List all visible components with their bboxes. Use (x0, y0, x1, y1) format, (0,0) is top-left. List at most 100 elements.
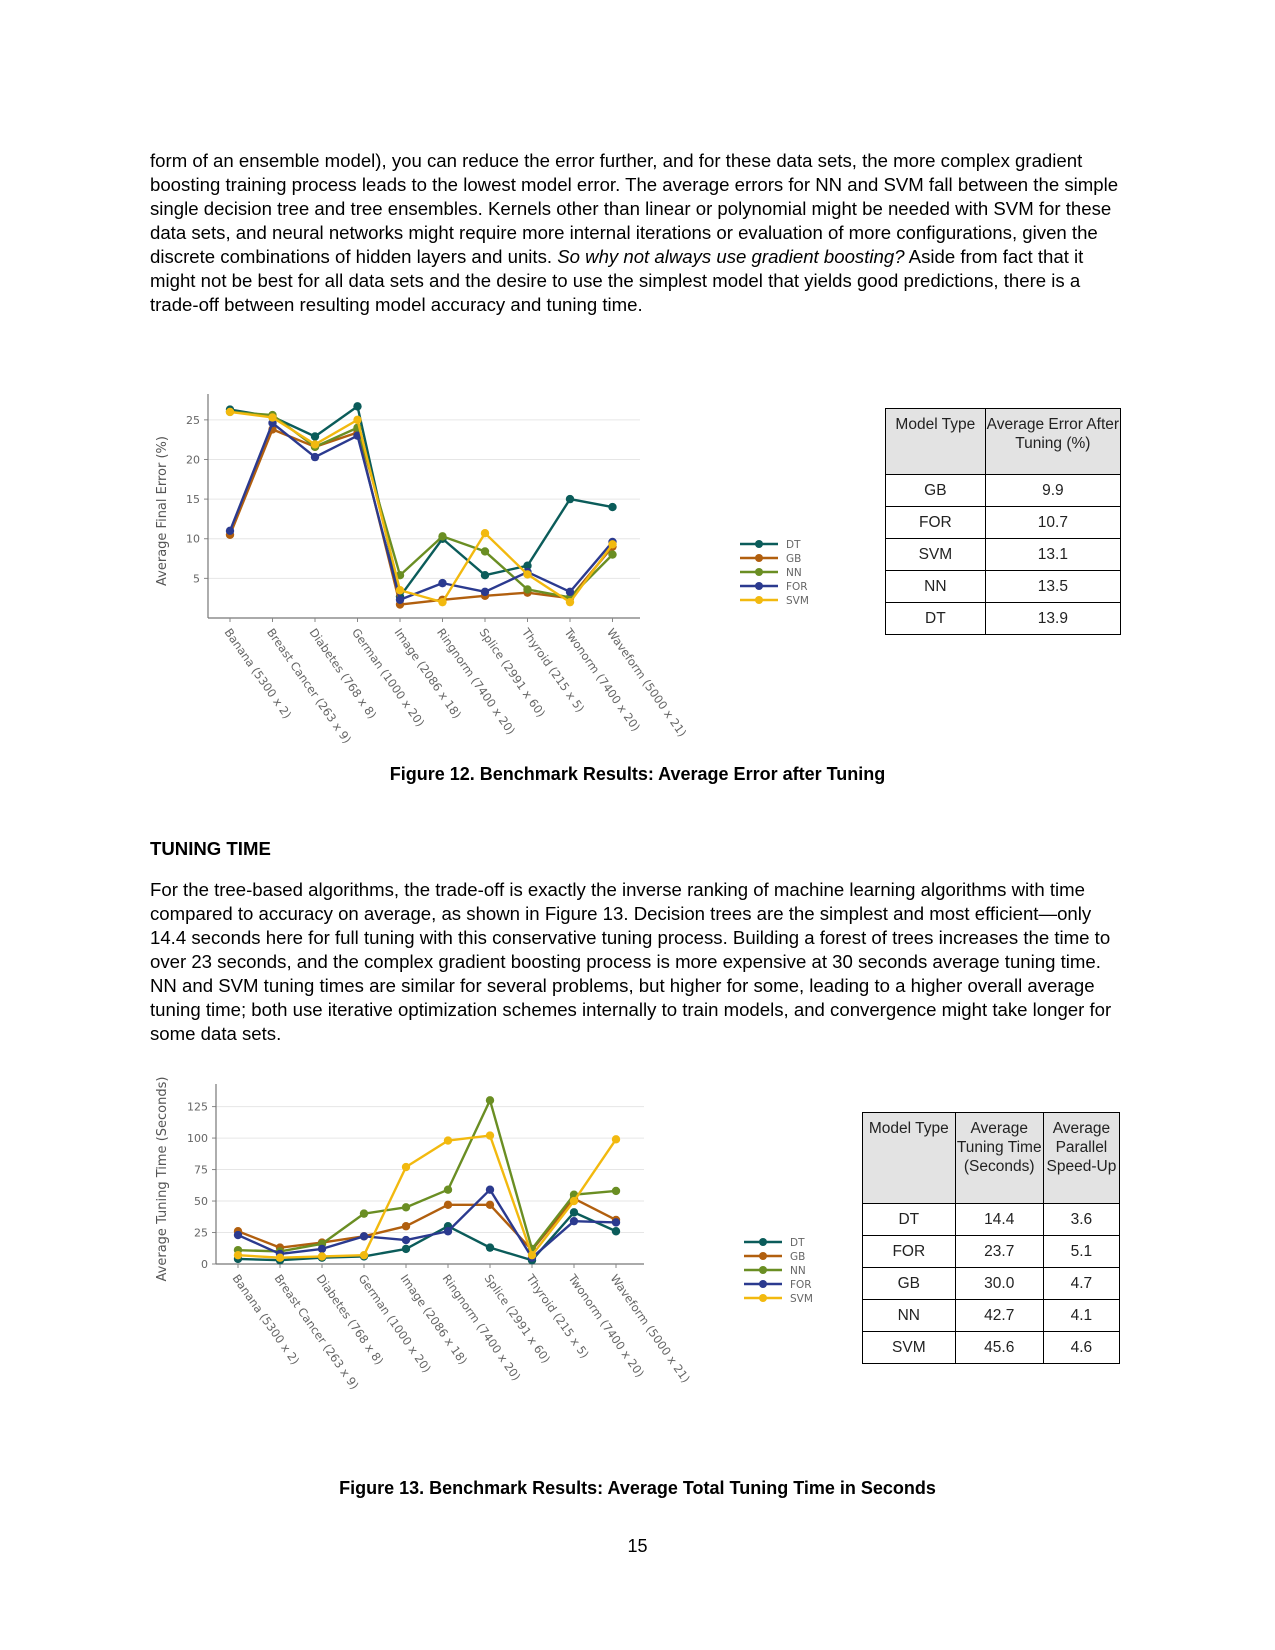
table-cell: SVM (862, 1331, 956, 1364)
series-line-dt (229, 405, 613, 598)
tuning-time-summary-table: Model Type Average Tuning Time (Seconds)… (862, 1112, 1121, 1364)
legend-marker (759, 1294, 767, 1302)
data-point-nn (608, 550, 617, 559)
legend-marker (755, 540, 763, 548)
y-axis-title: Average Tuning Time (Seconds) (155, 1077, 170, 1282)
table-cell: 23.7 (954, 1235, 1044, 1268)
table-header: Model Type (862, 1112, 956, 1204)
series-line-svm (237, 1134, 617, 1259)
series-line-for (237, 1188, 617, 1259)
data-point-dt (523, 561, 532, 570)
data-point-svm (233, 1250, 243, 1260)
y-tick-label: 100 (187, 1132, 208, 1145)
data-point-svm (353, 415, 362, 425)
table-header: Model Type (885, 408, 986, 475)
intro-paragraph: form of an ensemble model), you can redu… (150, 149, 1130, 317)
series-line-gb (228, 428, 614, 606)
x-tick-label: Breast Cancer (263 x 9) (264, 626, 354, 746)
data-point-svm (401, 1162, 411, 1172)
y-tick-label: 15 (186, 493, 200, 506)
series-line-nn (237, 1099, 617, 1253)
table-cell: 5.1 (1042, 1235, 1121, 1268)
data-point-svm (438, 597, 447, 607)
y-tick-label: 25 (186, 414, 200, 427)
table-cell: NN (862, 1299, 956, 1332)
table-row: DT 13.9 (885, 602, 1122, 635)
figure-13-caption: Figure 13. Benchmark Results: Average To… (339, 1478, 936, 1498)
data-point-svm (443, 1136, 453, 1145)
data-point-gb (401, 1222, 411, 1231)
data-point-svm (611, 1135, 621, 1144)
data-point-svm (275, 1253, 285, 1262)
tuning-time-line-chart: 0 25 50 75 100 125 Average Tuning Time (Second… (155, 1077, 813, 1393)
data-point-nn (401, 1203, 411, 1212)
x-tick-label: German (1000 x 20) (349, 626, 427, 730)
legend-marker (755, 554, 763, 562)
table-cell: GB (862, 1267, 956, 1300)
data-point-dt (485, 1243, 495, 1252)
legend-label: NN (786, 567, 802, 579)
legend-label: NN (790, 1265, 806, 1277)
table-row: FOR 23.7 5.1 (862, 1235, 1121, 1268)
figure-12-caption: Figure 12. Benchmark Results: Average Er… (389, 764, 886, 784)
table-cell: 42.7 (954, 1299, 1044, 1332)
table-cell: 4.7 (1042, 1267, 1121, 1300)
section-heading: TUNING TIME (150, 838, 271, 859)
data-point-for (401, 1235, 411, 1245)
table-cell: 13.1 (984, 538, 1122, 571)
y-tick-label: 10 (186, 533, 200, 546)
table-cell: 30.0 (954, 1267, 1044, 1300)
data-point-svm (523, 570, 532, 579)
data-point-for (395, 595, 405, 604)
data-point-dt (480, 571, 490, 580)
data-point-for (565, 587, 575, 597)
tuning-time-paragraph: For the tree-based algorithms, the trade… (150, 879, 1112, 1044)
data-point-nn (438, 532, 447, 541)
table-cell: 9.9 (984, 474, 1122, 507)
data-point-dt (353, 402, 362, 411)
data-point-nn (359, 1209, 369, 1218)
data-point-svm (565, 597, 575, 607)
legend-marker (759, 1252, 767, 1260)
table-row: GB 9.9 (885, 474, 1122, 507)
data-point-svm (485, 1131, 495, 1140)
legend-marker (755, 582, 763, 590)
table-cell: 45.6 (954, 1331, 1044, 1364)
table-row: SVM 45.6 4.6 (862, 1331, 1121, 1364)
legend-label: FOR (790, 1279, 812, 1291)
y-tick-label: 5 (193, 572, 200, 585)
x-tick-label: Twonorm (7400 x 20) (565, 1271, 647, 1380)
table-header: Average Parallel Speed-Up (1042, 1112, 1121, 1204)
data-point-dt (608, 502, 617, 512)
legend-label: DT (790, 1237, 805, 1249)
data-point-dt (611, 1227, 621, 1236)
intro-text-plain: form of an ensemble model), you can redu… (150, 150, 1119, 267)
data-point-nn (611, 1186, 621, 1196)
data-point-for (359, 1232, 369, 1241)
page-number: 15 (627, 1536, 648, 1556)
data-point-dt (401, 1244, 411, 1254)
data-point-for (443, 1227, 453, 1236)
data-point-for (233, 1230, 243, 1240)
x-tick-label: Ringnorm (7400 x 20) (434, 626, 518, 738)
series-line-svm (229, 410, 614, 604)
data-point-svm (395, 586, 405, 595)
table-cell: SVM (885, 538, 986, 571)
y-axis-title: Average Final Error (%) (155, 436, 170, 586)
table-cell: 10.7 (984, 506, 1122, 539)
data-point-svm (310, 440, 320, 449)
table-row: NN 42.7 4.1 (862, 1299, 1121, 1332)
table-cell: 13.9 (984, 602, 1122, 635)
legend-label: DT (786, 539, 801, 551)
intro-text-italic: So why not always use gradient boosting? (557, 246, 905, 267)
table-header: Average Tuning Time (Seconds) (954, 1112, 1044, 1204)
data-point-nn (480, 547, 490, 556)
y-tick-label: 0 (201, 1258, 208, 1271)
data-point-svm (569, 1196, 579, 1206)
y-tick-label: 25 (194, 1227, 208, 1240)
x-tick-label: Breast Cancer (263 x 9) (272, 1272, 362, 1392)
table-cell: 14.4 (954, 1203, 1044, 1236)
data-point-svm (480, 528, 490, 538)
data-point-gb (443, 1200, 453, 1210)
data-point-dt (565, 494, 575, 504)
